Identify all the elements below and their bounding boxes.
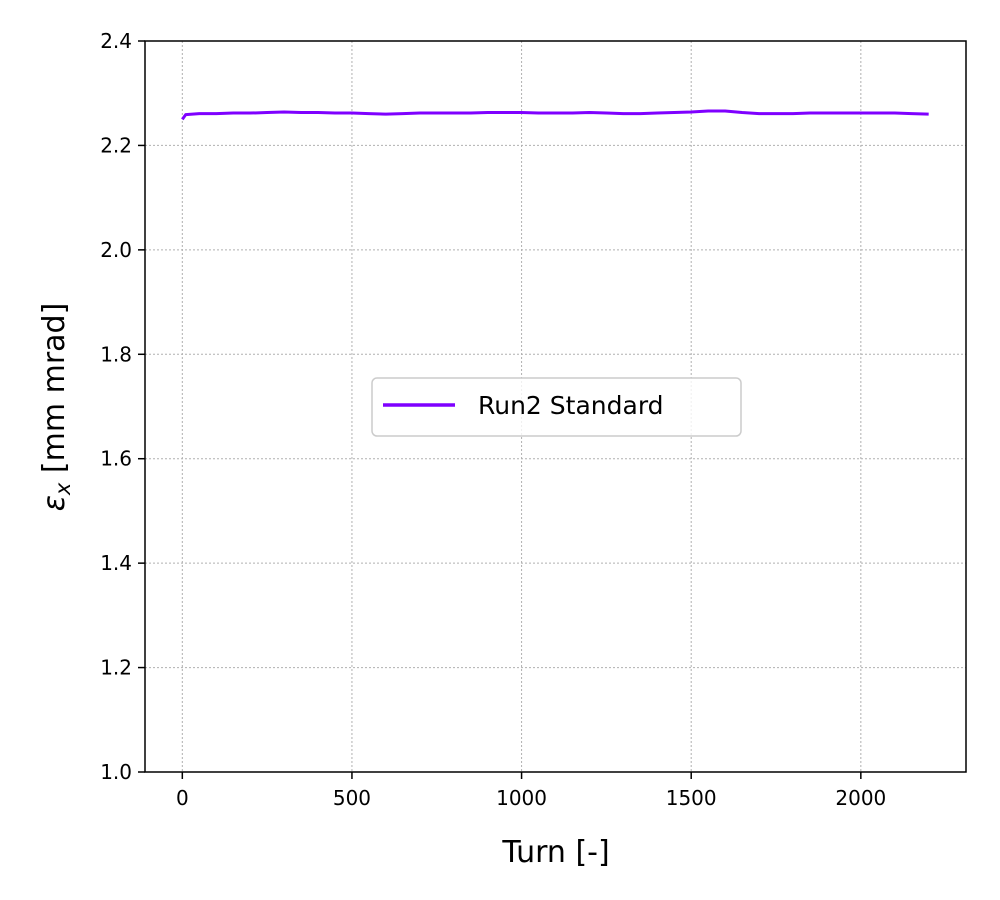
x-tick-label: 0 <box>176 786 189 810</box>
y-tick-label: 1.6 <box>100 447 132 471</box>
series-line-run2-standard <box>181 109 929 121</box>
legend-box <box>371 377 742 437</box>
x-axis-title: Turn [-] <box>501 835 609 870</box>
y-tick-label: 1.2 <box>100 656 132 680</box>
y-axis-symbol: ε <box>37 495 72 511</box>
y-tick-label: 2.4 <box>100 29 132 53</box>
x-tick-label: 1500 <box>666 786 717 810</box>
series-layer <box>181 109 929 121</box>
x-tick-label: 2000 <box>835 786 886 810</box>
legend: Run2 Standard <box>371 377 742 437</box>
y-axis-subscript: x <box>51 482 75 496</box>
y-tick-label: 1.0 <box>100 760 132 784</box>
y-tick-label: 2.2 <box>100 133 132 157</box>
y-axis-title: εx [mm mrad] <box>37 303 75 512</box>
y-tick-label: 2.0 <box>100 238 132 262</box>
plot-frame <box>144 40 967 773</box>
ticks: 0 500 1000 1500 2000 1.0 1.2 1.4 1.6 1.8 2.0 2.2 2.4 <box>100 29 886 810</box>
y-tick-label: 1.8 <box>100 342 132 366</box>
legend-label: Run2 Standard <box>478 391 664 420</box>
x-tick-label: 1000 <box>496 786 547 810</box>
y-tick-label: 1.4 <box>100 551 132 575</box>
x-tick-label: 500 <box>333 786 371 810</box>
y-axis-unit: [mm mrad] <box>37 303 72 483</box>
